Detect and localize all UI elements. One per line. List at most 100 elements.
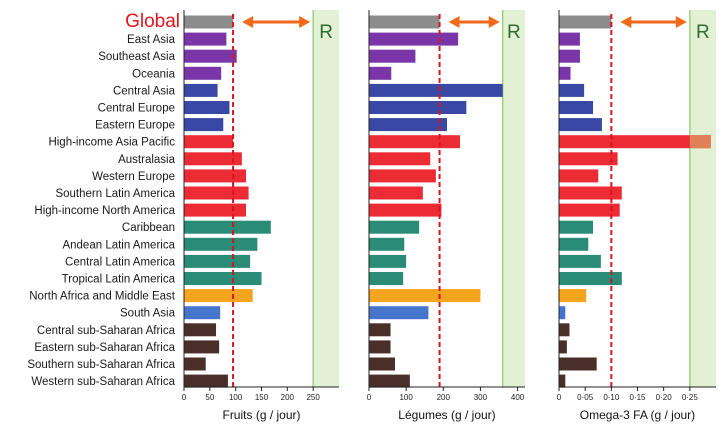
bar-high-income-asia-pacific bbox=[369, 135, 460, 149]
x-tick-label: 400 bbox=[511, 393, 525, 402]
bar-east-asia bbox=[184, 32, 227, 46]
x-tick-label: 0·20 bbox=[656, 393, 673, 402]
bar-caribbean bbox=[559, 220, 594, 234]
x-tick-label: 0 bbox=[182, 393, 187, 402]
bar-eastern-sub-saharan-africa bbox=[559, 340, 567, 354]
category-label-southern-sub-saharan-africa: Southern sub-Saharan Africa bbox=[27, 359, 175, 371]
category-label-high-income-north-america: High-income North America bbox=[34, 205, 175, 217]
bar-high-income-north-america bbox=[369, 203, 442, 217]
category-label-south-asia: South Asia bbox=[120, 308, 176, 320]
bar-south-asia bbox=[559, 306, 566, 320]
bar-central-sub-saharan-africa bbox=[559, 323, 570, 337]
bar-southeast-asia bbox=[559, 49, 580, 63]
gap-arrow-left-head bbox=[620, 16, 632, 28]
gap-arrow-right-head bbox=[488, 16, 500, 28]
x-tick-label: 0·15 bbox=[629, 393, 646, 402]
bar-central-asia bbox=[184, 83, 218, 97]
gap-arrow-left-head bbox=[448, 16, 460, 28]
x-tick-label: 0·05 bbox=[577, 393, 594, 402]
x-tick-label: 200 bbox=[281, 393, 295, 402]
bar-oceania bbox=[184, 66, 222, 80]
bar-oceania bbox=[559, 66, 571, 80]
bar-oceania bbox=[369, 66, 392, 80]
x-tick-label: 0·25 bbox=[682, 393, 699, 402]
bar-south-asia bbox=[369, 306, 429, 320]
bar-central-latin-america bbox=[369, 254, 407, 268]
bar-east-asia bbox=[369, 32, 459, 46]
bar-overflow-high-income-asia-pacific bbox=[689, 135, 711, 149]
bar-western-europe bbox=[369, 169, 436, 183]
panel-2: R 0 100 200 300 400 Légumes (g / jour) bbox=[367, 10, 525, 422]
category-label-eastern-sub-saharan-africa: Eastern sub-Saharan Africa bbox=[34, 342, 175, 354]
bar-eastern-sub-saharan-africa bbox=[184, 340, 220, 354]
gap-arrow-left-head bbox=[242, 16, 254, 28]
bar-global bbox=[184, 15, 234, 29]
reference-label: R bbox=[696, 22, 710, 43]
bar-central-asia bbox=[559, 83, 585, 97]
bar-high-income-north-america bbox=[559, 203, 620, 217]
bar-caribbean bbox=[184, 220, 271, 234]
bar-australasia bbox=[369, 152, 431, 166]
bar-andean-latin-america bbox=[559, 237, 589, 251]
bar-southern-sub-saharan-africa bbox=[559, 357, 597, 371]
bar-western-europe bbox=[559, 169, 599, 183]
bar-north-africa-and-middle-east bbox=[184, 289, 253, 303]
panel-3: R 0 0·05 0·10 0·15 0·20 0·25 Omega-3 FA (g / jo… bbox=[557, 10, 716, 422]
bar-eastern-europe bbox=[559, 118, 602, 132]
category-label-southern-latin-america: Southern Latin America bbox=[55, 188, 175, 200]
bar-north-africa-and-middle-east bbox=[559, 289, 587, 303]
bar-eastern-europe bbox=[369, 118, 447, 132]
reference-band bbox=[313, 10, 339, 387]
category-label-australasia: Australasia bbox=[118, 154, 175, 166]
bar-eastern-europe bbox=[184, 118, 224, 132]
bar-central-sub-saharan-africa bbox=[369, 323, 391, 337]
bar-tropical-latin-america bbox=[559, 272, 622, 285]
bar-high-income-north-america bbox=[184, 203, 246, 217]
x-tick-label: 200 bbox=[437, 393, 451, 402]
bar-central-latin-america bbox=[559, 254, 601, 268]
bar-central-sub-saharan-africa bbox=[184, 323, 217, 337]
x-tick-label: 0 bbox=[557, 393, 562, 402]
bar-andean-latin-america bbox=[184, 237, 258, 251]
x-axis-title: Omega-3 FA (g / jour) bbox=[580, 408, 695, 422]
bar-tropical-latin-america bbox=[369, 272, 404, 285]
category-label-central-latin-america: Central Latin America bbox=[65, 256, 176, 268]
bar-central-latin-america bbox=[184, 254, 251, 268]
bar-western-sub-saharan-africa bbox=[369, 374, 410, 388]
category-label-andean-latin-america: Andean Latin America bbox=[62, 239, 175, 251]
bar-north-africa-and-middle-east bbox=[369, 289, 481, 303]
bar-australasia bbox=[559, 152, 618, 166]
x-tick-label: 0 bbox=[367, 393, 372, 402]
x-tick-label: 300 bbox=[474, 393, 488, 402]
bar-southern-sub-saharan-africa bbox=[184, 357, 206, 371]
gap-arrow-right-head bbox=[675, 16, 687, 28]
bar-eastern-sub-saharan-africa bbox=[369, 340, 391, 354]
bar-high-income-asia-pacific bbox=[184, 135, 234, 149]
bar-southeast-asia bbox=[184, 49, 237, 63]
bar-global bbox=[369, 15, 440, 29]
bar-central-europe bbox=[369, 101, 467, 114]
category-label-western-europe: Western Europe bbox=[92, 171, 175, 183]
category-label-high-income-asia-pacific: High-income Asia Pacific bbox=[48, 137, 175, 149]
x-axis-title: Fruits (g / jour) bbox=[222, 408, 300, 422]
x-tick-label: 50 bbox=[205, 393, 214, 402]
x-axis-title: Légumes (g / jour) bbox=[398, 408, 495, 422]
bar-central-europe bbox=[559, 101, 594, 114]
reference-band bbox=[502, 10, 525, 387]
bar-southeast-asia bbox=[369, 49, 416, 63]
bar-caribbean bbox=[369, 220, 420, 234]
reference-band bbox=[689, 10, 716, 387]
x-tick-label: 0·10 bbox=[603, 393, 620, 402]
panel-1: R 0 50 100 150 200 250 Fruits (g / jour) bbox=[182, 10, 339, 422]
bar-global bbox=[559, 15, 612, 29]
bar-andean-latin-america bbox=[369, 237, 405, 251]
bar-tropical-latin-america bbox=[184, 272, 262, 285]
category-labels: East Asia Southeast Asia Oceania Central As… bbox=[27, 34, 175, 388]
bar-east-asia bbox=[559, 32, 580, 46]
bar-southern-latin-america bbox=[559, 186, 622, 200]
bar-western-sub-saharan-africa bbox=[559, 374, 566, 388]
bar-western-sub-saharan-africa bbox=[184, 374, 228, 388]
bar-australasia bbox=[184, 152, 242, 166]
chart-panels: R 0 50 100 150 200 250 Fruits (g / jour) R 0 100 20… bbox=[182, 10, 716, 422]
